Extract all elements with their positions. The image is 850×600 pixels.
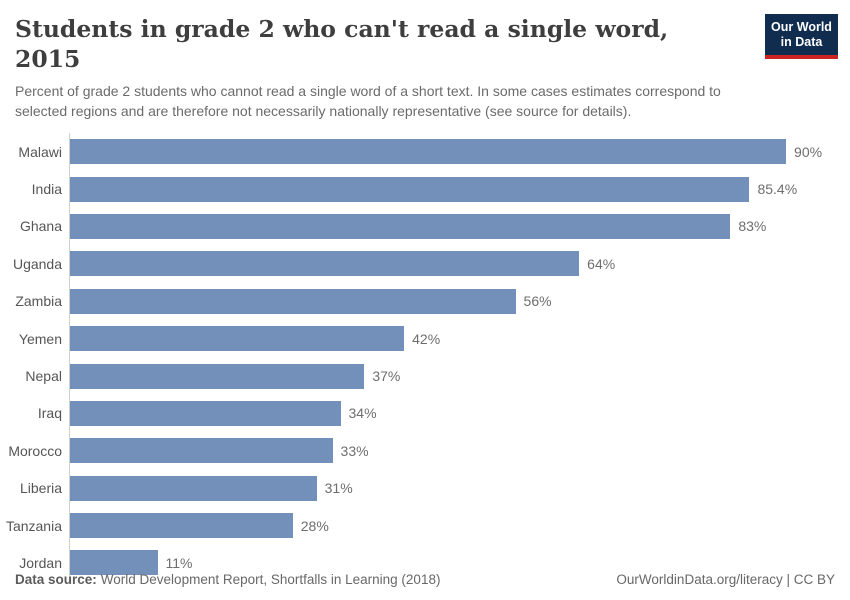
value-label: 37% <box>372 368 401 385</box>
chart-row: India 85.4% <box>0 170 835 208</box>
bar <box>70 139 787 165</box>
value-label: 56% <box>523 293 552 310</box>
category-label: Morocco <box>8 442 62 459</box>
owid-logo-line1: Our World <box>771 20 832 34</box>
chart-row: Uganda 64% <box>0 245 835 283</box>
bar <box>70 213 731 239</box>
category-label: Nepal <box>25 368 62 385</box>
bar <box>70 438 333 464</box>
data-source: Data source: World Development Report, Sh… <box>15 572 440 587</box>
plot-area: 64% <box>69 245 835 283</box>
bar <box>70 288 516 314</box>
category-label: Zambia <box>15 293 62 310</box>
chart-row: Morocco 33% <box>0 432 835 470</box>
value-label: 33% <box>340 442 369 459</box>
category-label: Malawi <box>18 143 62 160</box>
category-label: Iraq <box>37 405 62 422</box>
bar <box>70 513 293 539</box>
category-label: Liberia <box>19 480 62 497</box>
chart-footer: Data source: World Development Report, Sh… <box>15 572 835 587</box>
bar <box>70 550 158 576</box>
bar <box>70 326 405 352</box>
chart-row: Nepal 37% <box>0 357 835 395</box>
attribution: OurWorldinData.org/literacy | CC BY <box>616 572 835 587</box>
chart-row: Ghana 83% <box>0 207 835 246</box>
value-label: 83% <box>738 218 767 235</box>
value-label: 42% <box>412 330 441 347</box>
value-label: 64% <box>587 255 616 272</box>
owid-logo: Our World in Data <box>765 14 838 59</box>
plot-area: 11% <box>69 544 835 582</box>
chart-row: Liberia 31% <box>0 469 835 507</box>
plot-area: 83% <box>69 207 835 246</box>
chart-row: Tanzania 28% <box>0 506 835 545</box>
data-source-value: World Development Report, Shortfalls in … <box>100 572 441 587</box>
chart-row: Malawi 90% <box>0 133 835 171</box>
value-label: 11% <box>165 554 193 571</box>
category-label: Jordan <box>19 554 62 571</box>
chart-row: Yemen 42% <box>0 319 835 358</box>
category-label: Tanzania <box>5 517 62 534</box>
plot-area: 56% <box>69 282 835 320</box>
plot-area: 34% <box>69 394 835 433</box>
chart-row: Jordan 11% <box>0 544 835 582</box>
category-label: Uganda <box>12 255 62 272</box>
plot-area: 28% <box>69 506 835 545</box>
bar-rows: Malawi 90% India 85.4% Ghana 83% Uganda 64% Zamb… <box>0 133 835 582</box>
value-label: 31% <box>324 480 353 497</box>
chart-title: Students in grade 2 who can't read a sin… <box>15 15 669 73</box>
bar <box>70 176 750 202</box>
plot-area: 33% <box>69 432 835 470</box>
chart-row: Iraq 34% <box>0 394 835 433</box>
value-label: 34% <box>348 405 377 422</box>
plot-area: 42% <box>69 319 835 358</box>
plot-area: 31% <box>69 469 835 507</box>
chart-subtitle: Percent of grade 2 students who cannot r… <box>15 83 721 119</box>
category-label: Yemen <box>18 330 62 347</box>
bar <box>70 251 580 277</box>
data-source-label: Data source: <box>15 572 97 587</box>
value-label: 28% <box>300 517 329 534</box>
plot-area: 90% <box>69 133 835 171</box>
owid-logo-line2: in Data <box>780 35 823 49</box>
category-label: Ghana <box>19 218 62 235</box>
value-label: 85.4% <box>757 181 798 198</box>
bar <box>70 475 317 501</box>
plot-area: 37% <box>69 357 835 395</box>
bar <box>70 400 341 426</box>
category-label: India <box>31 181 62 198</box>
value-label: 90% <box>794 143 823 160</box>
bar-chart: Malawi 90% India 85.4% Ghana 83% Uganda 64% Zamb… <box>0 133 835 582</box>
chart-row: Zambia 56% <box>0 282 835 320</box>
plot-area: 85.4% <box>69 170 835 208</box>
chart-header: Students in grade 2 who can't read a sin… <box>0 0 850 121</box>
bar <box>70 363 365 389</box>
